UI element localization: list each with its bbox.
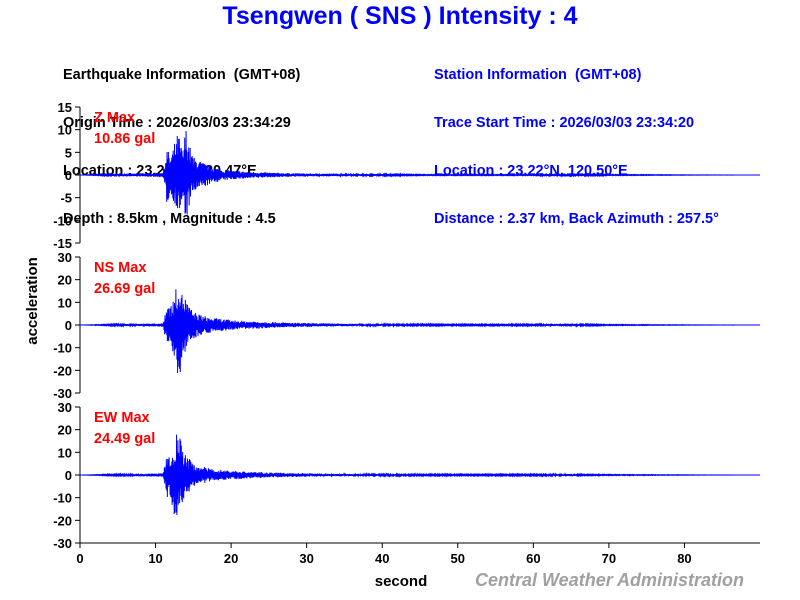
y-tick-label: 30 [58,400,72,415]
waveform-trace-ew [79,434,753,516]
max-label: NS Max [94,260,146,276]
y-tick-label: 0 [65,318,72,333]
y-tick-label: -10 [53,213,72,228]
y-tick-label: 0 [65,168,72,183]
earthquake-info: Earthquake Information (GMT+08) Origin T… [63,35,300,243]
max-label: Z Max [94,110,135,126]
y-tick-label: 10 [58,445,72,460]
max-value: 26.69 gal [94,281,155,297]
panel-z: 15 10 5 0 -5 -10 -15 Z Max 10.86 gal [53,100,760,251]
depth-magnitude: Depth : 8.5km , Magnitude : 4.5 [63,211,276,227]
y-tick-label: -10 [53,491,72,506]
y-tick-label: -15 [53,236,72,251]
panel-ns: 30 20 10 0 -10 -20 -30 NS Max 26.69 gal [53,250,760,401]
x-tick-label: 60 [526,551,540,566]
waveform-trace-z [79,131,753,215]
x-tick-label: 10 [148,551,162,566]
y-tick-label: 10 [58,123,72,138]
x-tick-label: 20 [224,551,238,566]
max-label: EW Max [94,410,150,426]
x-tick-label: 70 [602,551,616,566]
y-tick-label: -20 [53,363,72,378]
y-tick-label: 0 [65,468,72,483]
y-tick-label: -10 [53,341,72,356]
x-tick-label: 40 [375,551,389,566]
origin-time: Origin Time : 2026/03/03 23:34:29 [63,115,291,131]
y-tick-label: 20 [58,273,72,288]
x-axis-label: second [375,573,428,590]
page-title: Tsengwen ( SNS ) Intensity : 4 [222,2,578,30]
x-tick-label: 50 [451,551,465,566]
x-tick-label: 30 [299,551,313,566]
y-tick-label: -20 [53,513,72,528]
x-tick-label: 0 [76,551,83,566]
y-tick-label: 15 [58,100,72,115]
y-tick-label: 5 [65,145,72,160]
y-axis-label: acceleration [24,257,41,345]
x-tick-label: 80 [677,551,691,566]
max-value: 24.49 gal [94,431,155,447]
y-tick-label: 10 [58,295,72,310]
y-tick-label: -5 [60,191,72,206]
y-tick-label: -30 [53,386,72,401]
y-tick-label: 30 [58,250,72,265]
waveform-trace-ns [80,289,753,374]
trace-start-time: Trace Start Time : 2026/03/03 23:34:20 [434,115,695,131]
panel-ew: 30 20 10 0 -10 -20 -30 EW Max 24.49 gal [53,400,760,551]
y-tick-label: -30 [53,536,72,551]
y-tick-label: 20 [58,423,72,438]
seismogram-panels: 15 10 5 0 -5 -10 -15 Z Max 10.86 gal 30 20 10 0 -10 -2… [53,100,760,551]
station-info-heading: Station Information (GMT+08) [434,67,642,83]
credit-text: Central Weather Administration [475,570,745,590]
max-value: 10.86 gal [94,131,155,147]
earthquake-info-heading: Earthquake Information (GMT+08) [63,67,301,83]
distance-azimuth: Distance : 2.37 km, Back Azimuth : 257.5… [434,211,719,227]
x-axis: 0 10 20 30 40 50 60 70 80 [76,542,760,566]
